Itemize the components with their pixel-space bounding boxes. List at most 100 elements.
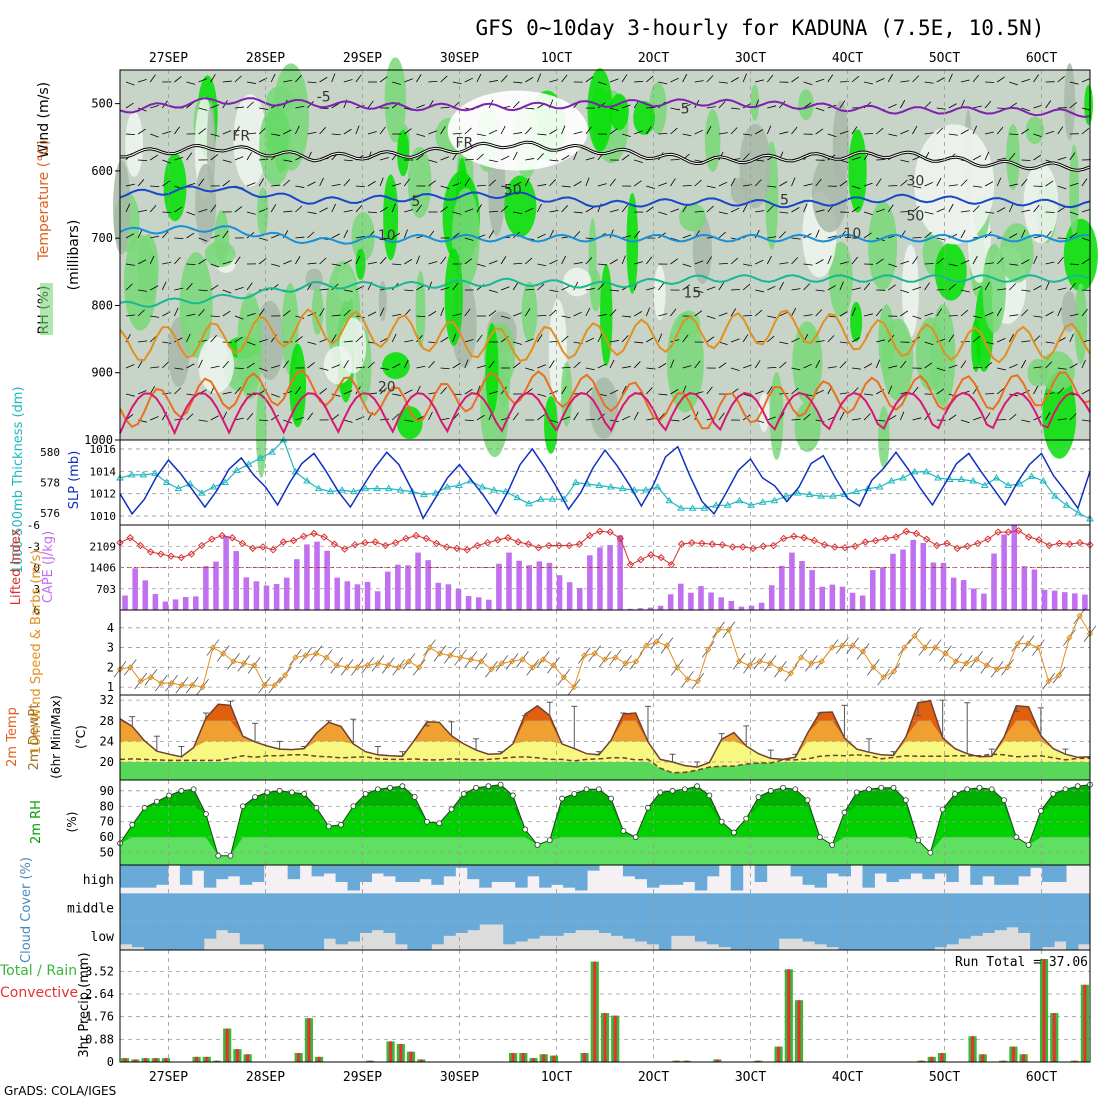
wind-barb: [1008, 203, 1014, 213]
wind-barb: [271, 393, 280, 398]
wind-barb: [198, 237, 208, 242]
rh-shade: [397, 129, 410, 177]
wind-barb: [149, 74, 156, 83]
wind-barb: [730, 288, 741, 291]
wind-barb: [779, 231, 786, 239]
cloud-low-bar: [587, 921, 600, 931]
lifted-index-point: [749, 544, 757, 553]
cloud-high-bar: [670, 865, 684, 885]
wind-barb: [1081, 128, 1090, 135]
wind-barb: [585, 257, 593, 265]
wind-barb: [609, 259, 618, 265]
lifted-index-point: [514, 538, 522, 546]
wind-barb: [440, 417, 450, 421]
rh-point: [608, 795, 615, 802]
wind-barb: [633, 361, 641, 369]
cloud-low-bar: [491, 921, 504, 925]
rh-point: [153, 798, 160, 805]
wind-barb: [549, 259, 558, 265]
wind-barb: [125, 393, 135, 397]
wind-barb: [864, 313, 873, 317]
wind-barb: [331, 73, 336, 83]
wind-barb: [972, 155, 982, 161]
wind-barb: [198, 78, 208, 83]
wind-barb: [452, 333, 457, 343]
thickness-point: [396, 486, 405, 493]
wind-barb: [718, 132, 728, 135]
wind-barb: [779, 341, 789, 345]
wind-barb: [839, 100, 846, 109]
wind-barb: [222, 180, 231, 187]
cloud-low-bar: [299, 921, 313, 950]
wind-speed-point: [343, 664, 351, 671]
freezing-contour-inner: [120, 141, 1091, 171]
wind-barb: [404, 78, 413, 83]
wind-barb: [331, 102, 340, 109]
wind-barb: [537, 73, 542, 83]
cloud-high-bar: [754, 865, 768, 882]
wind-speed-point: [1066, 634, 1073, 641]
precip-convective-bar: [756, 1060, 760, 1062]
wind-barb: [984, 311, 994, 317]
wind-barb: [767, 105, 777, 109]
wind-barb: [379, 257, 387, 265]
wind-barb: [1045, 180, 1054, 187]
wind-barb: [391, 333, 397, 343]
wind-barb: [996, 126, 1004, 135]
wind-barb: [174, 287, 184, 291]
wind-barb: [234, 106, 244, 109]
precip-convective-bar: [521, 1052, 525, 1062]
cloud-high-bar: [982, 865, 995, 877]
wind-barb: [512, 101, 520, 109]
thickness-point: [864, 484, 872, 492]
wind-barb: [246, 282, 253, 291]
wind-barb: [282, 360, 289, 369]
wind-barb: [621, 74, 628, 83]
wind-speed-point: [828, 644, 836, 651]
wind-barb: [1033, 74, 1039, 83]
cloud-row-label: high: [83, 873, 114, 888]
wind-barb: [718, 362, 727, 369]
cape-bar: [819, 586, 826, 610]
wind-barb: [246, 362, 255, 369]
wind-barb: [295, 236, 305, 239]
cloud-high-bar: [467, 865, 480, 880]
wind-barb: [150, 185, 160, 188]
slp-tick-label: 1010: [90, 510, 117, 523]
wind-barb: [1069, 102, 1078, 109]
wind-barb: [670, 359, 675, 369]
thickness-point: [268, 448, 276, 455]
thickness-point: [957, 475, 966, 482]
wind-barb: [694, 80, 704, 83]
wind-barb: [476, 385, 481, 395]
precip-convective-bar: [246, 1054, 250, 1062]
wind-barb: [404, 128, 412, 135]
wind-barb: [537, 364, 546, 369]
thickness-point: [875, 483, 884, 490]
wind-barb: [791, 387, 799, 395]
wind-barb: [718, 101, 726, 109]
cloud-low-bar: [886, 921, 899, 950]
cloud-high-bar: [335, 865, 349, 882]
wind-barb: [1033, 285, 1042, 291]
wind-barb: [646, 75, 654, 83]
wind-barb: [210, 284, 219, 291]
wind-barb: [464, 77, 474, 83]
wind-barb: [440, 336, 449, 343]
wind-barb: [755, 289, 765, 293]
wind-barb: [936, 207, 946, 213]
wind-barb: [537, 203, 542, 213]
cloud-low-bar: [479, 921, 492, 925]
wind-barb: [718, 81, 728, 84]
wind-barb: [186, 211, 196, 216]
wind-barb: [198, 359, 203, 369]
precip-convective-bar: [1042, 959, 1046, 1062]
top-date-label: 5OCT: [929, 51, 960, 66]
wind-speed-point: [932, 644, 939, 651]
thickness-point: [712, 501, 720, 508]
wind-barb: [851, 337, 860, 343]
wind-barb: [803, 183, 813, 187]
wind-barb: [609, 178, 616, 187]
cloud-middle-bar: [622, 893, 636, 922]
